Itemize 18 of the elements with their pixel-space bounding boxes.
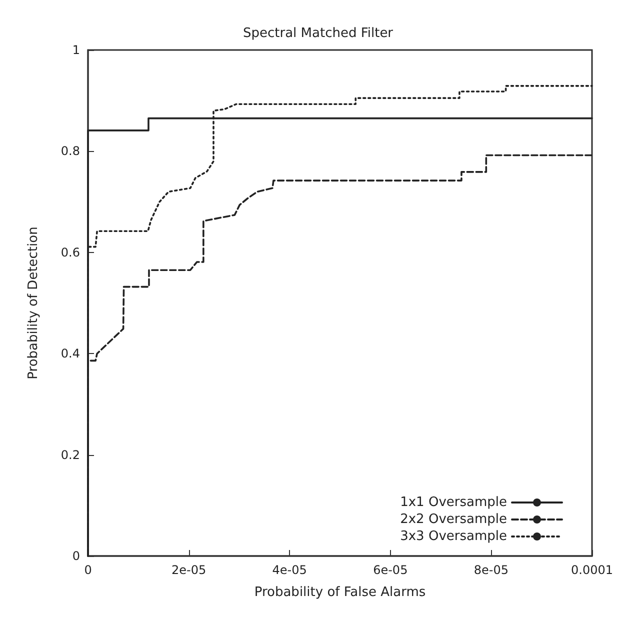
legend-label: 1x1 Oversample (400, 495, 507, 510)
y-tick-label: 0.4 (60, 346, 80, 361)
x-tick-label: 0 (84, 563, 92, 577)
y-tick-label: 0.8 (60, 144, 80, 158)
x-tick-label: 4e-05 (272, 563, 307, 577)
y-tick-label: 0.2 (60, 448, 80, 462)
y-axis-title: Probability of Detection (26, 226, 41, 380)
legend-label: 2x2 Oversample (400, 512, 507, 527)
x-tick-label: 8e-05 (474, 563, 509, 577)
y-tick-label: 0.6 (60, 245, 80, 260)
x-tick-label: 0.0001 (571, 563, 613, 577)
x-axis-title: Probability of False Alarms (254, 585, 426, 600)
chart-title: Spectral Matched Filter (242, 26, 394, 41)
y-tick-label: 1 (72, 43, 80, 57)
x-tick-label: 6e-05 (373, 563, 408, 577)
legend-label: 3x3 Oversample (400, 529, 507, 544)
y-tick-label: 0 (72, 549, 80, 563)
x-tick-label: 2e-05 (171, 563, 206, 577)
